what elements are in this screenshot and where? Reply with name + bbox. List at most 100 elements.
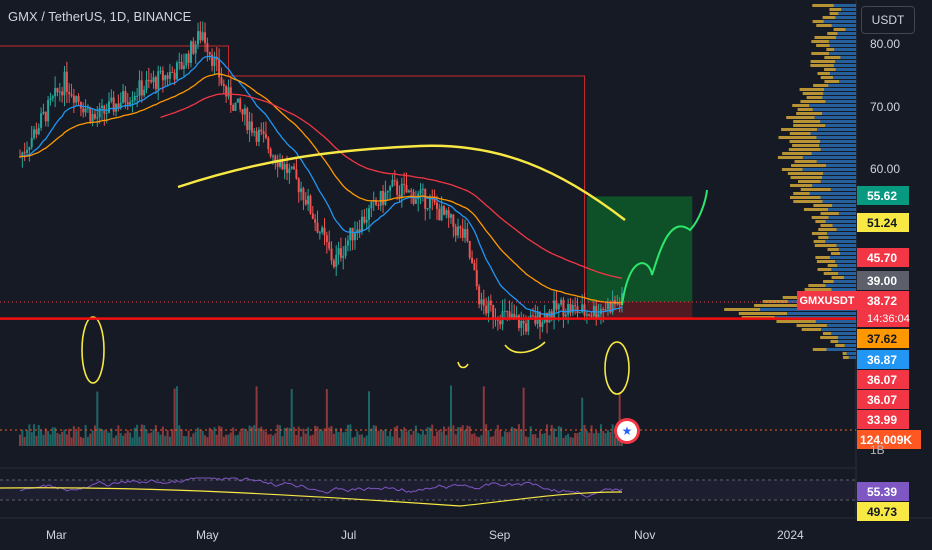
volume-profile-bar-up — [819, 144, 856, 147]
candle-body — [253, 131, 255, 132]
volume-bar — [398, 438, 400, 446]
volume-bar — [380, 430, 382, 446]
candle-body — [591, 316, 593, 317]
volume-profile-bar-up — [803, 168, 856, 171]
candle-body — [436, 202, 438, 208]
volume-profile-bar-up — [824, 20, 856, 23]
volume-bar — [176, 386, 178, 446]
volume-profile-bar-up — [827, 324, 856, 327]
volume-bar — [188, 431, 190, 446]
volume-bar — [539, 431, 541, 446]
volume-bar — [227, 435, 229, 446]
volume-bar — [141, 424, 143, 446]
volume-profile-bar-down — [803, 92, 824, 95]
volume-bar — [525, 436, 527, 446]
volume-profile-bar-down — [824, 56, 840, 59]
volume-profile-bar-down — [793, 200, 822, 203]
candle-body — [218, 60, 220, 78]
volume-profile-bar-down — [811, 40, 829, 43]
volume-bar — [544, 433, 546, 446]
volume-bar — [448, 427, 450, 446]
volume-bar — [28, 424, 30, 446]
volume-bar — [267, 434, 269, 446]
volume-profile-bar-up — [829, 40, 856, 43]
currency-selector-button[interactable]: USDT — [861, 6, 915, 34]
volume-bar — [602, 431, 604, 446]
candle-body — [581, 304, 583, 312]
volume-profile-bar-up — [823, 172, 856, 175]
candle-body — [476, 270, 478, 286]
candle-body — [459, 226, 461, 228]
candle-body — [553, 300, 555, 317]
candle-body — [429, 199, 431, 208]
volume-profile-bar-down — [797, 324, 827, 327]
volume-profile-bar-down — [798, 108, 813, 111]
candle-body — [534, 316, 536, 324]
candle-body — [295, 169, 297, 178]
candle-body — [405, 185, 407, 193]
candle-body — [40, 113, 42, 128]
us-economic-event-flag[interactable]: ★ — [614, 418, 640, 444]
volume-profile-bar-up — [834, 4, 856, 7]
volume-bar — [129, 433, 131, 446]
volume-bar — [47, 431, 49, 446]
volume-bar — [363, 438, 365, 446]
candle-body — [598, 314, 600, 317]
volume-bar — [401, 430, 403, 446]
volume-bar — [197, 428, 199, 446]
candle-body — [427, 208, 429, 209]
candle-body — [272, 156, 274, 157]
volume-bar — [45, 428, 47, 446]
volume-bar — [120, 433, 122, 446]
volume-profile-bar-up — [835, 260, 856, 263]
price-badge: 124.009K — [857, 430, 921, 449]
candle-body — [52, 96, 54, 98]
candle-body — [316, 223, 318, 233]
volume-bar — [462, 425, 464, 446]
volume-bar — [391, 437, 393, 446]
volume-bar — [192, 433, 194, 446]
volume-bar — [382, 431, 384, 446]
candle-body — [96, 117, 98, 118]
volume-bar — [73, 426, 75, 446]
candle-body — [370, 202, 372, 208]
candle-body — [349, 228, 351, 241]
volume-bar — [274, 433, 276, 446]
candle-body — [26, 150, 28, 153]
candle-body — [153, 77, 155, 82]
volume-profile-bar-down — [816, 24, 832, 27]
volume-bar — [342, 432, 344, 446]
candle-body — [321, 228, 323, 233]
price-badge: 55.62 — [857, 186, 909, 205]
volume-profile-bar-down — [824, 68, 836, 71]
volume-bar — [59, 434, 61, 446]
volume-bar — [235, 435, 237, 446]
volume-bar — [211, 430, 213, 446]
volume-profile-bar-up — [837, 32, 856, 35]
volume-profile-bar-down — [814, 36, 835, 39]
candle-body — [377, 205, 379, 206]
volume-profile-bar-down — [834, 28, 846, 31]
volume-profile-bar-down — [813, 20, 824, 23]
volume-profile-bar-down — [815, 244, 837, 247]
candle-body — [324, 228, 326, 236]
ema-long-line — [161, 94, 622, 278]
volume-profile-bar-down — [801, 188, 831, 191]
volume-profile-bar-down — [782, 152, 812, 155]
candle-body — [520, 321, 522, 328]
volume-profile-bar-up — [809, 104, 856, 107]
candle-body — [331, 248, 333, 260]
candle-body — [438, 209, 440, 220]
long-position-stop-zone — [587, 302, 692, 319]
candle-body — [85, 108, 87, 112]
volume-bar — [288, 428, 290, 446]
candle-body — [387, 191, 389, 193]
volume-bar — [520, 430, 522, 446]
price-axis-tick: 70.00 — [870, 100, 900, 114]
candle-body — [54, 88, 56, 96]
candle-body — [129, 102, 131, 105]
rsi-band — [0, 480, 856, 500]
volume-bar — [424, 435, 426, 446]
candle-body — [420, 190, 422, 194]
